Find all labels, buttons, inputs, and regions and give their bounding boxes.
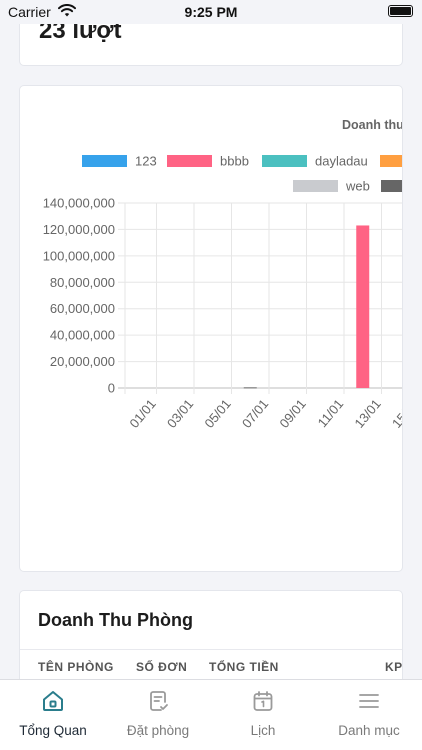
legend-swatch [262, 155, 307, 167]
column-kp: KP [385, 660, 403, 674]
y-tick-label: 0 [108, 381, 115, 396]
legend-swatch [380, 155, 402, 167]
room-table-header: TÊN PHÒNG SỐ ĐƠN TỔNG TIỀN KP [20, 649, 403, 689]
booking-icon [150, 691, 168, 711]
chart-bar [243, 387, 257, 389]
home-icon [43, 691, 63, 711]
x-tick-label: 11/01 [315, 396, 347, 430]
y-tick-label: 40,000,000 [50, 328, 115, 343]
x-tick-label: 07/01 [239, 396, 271, 431]
legend-swatch [82, 155, 127, 167]
tab-overview-label: Tổng Quan [19, 723, 87, 738]
y-tick-label: 120,000,000 [43, 222, 115, 237]
calendar-icon [253, 691, 273, 711]
tab-categories[interactable]: Danh mục [316, 680, 422, 740]
y-tick-label: 80,000,000 [50, 275, 115, 290]
column-total: TỔNG TIỀN [209, 660, 279, 674]
tab-overview[interactable]: Tổng Quan [0, 680, 106, 740]
tab-booking[interactable]: Đặt phòng [105, 680, 211, 740]
tab-calendar[interactable]: Lịch [210, 680, 316, 740]
y-tick-label: 20,000,000 [50, 354, 115, 369]
menu-icon [359, 694, 379, 708]
x-tick-label: 03/01 [164, 396, 196, 431]
legend-label: 123 [135, 154, 157, 169]
status-bar: Carrier 9:25 PM [0, 0, 422, 24]
revenue-chart: Doanh thu 123 bbbb dayladau web 140,000,000 12… [43, 118, 403, 431]
tab-bar: Tổng Quan Đặt phòng Lịch Danh mục [0, 679, 422, 750]
column-room-name: TÊN PHÒNG [38, 660, 114, 674]
legend-swatch [167, 155, 212, 167]
room-revenue-title: Doanh Thu Phòng [38, 610, 193, 630]
y-tick-label: 60,000,000 [50, 301, 115, 316]
legend-swatch [381, 180, 402, 192]
y-tick-label: 100,000,000 [43, 248, 115, 263]
column-order-count: SỐ ĐƠN [136, 660, 188, 674]
legend-swatch [293, 180, 338, 192]
chart-title: Doanh thu [342, 118, 403, 132]
clock: 9:25 PM [184, 4, 238, 20]
legend-label: web [345, 179, 370, 194]
tab-booking-label: Đặt phòng [126, 723, 190, 738]
legend-label: dayladau [315, 154, 368, 169]
wifi-icon [58, 4, 76, 17]
x-tick-label: 15/01 [389, 396, 403, 431]
carrier-label: Carrier [8, 4, 51, 20]
legend-label: bbbb [220, 154, 249, 169]
tab-calendar-label: Lịch [250, 723, 276, 738]
chart-bar [356, 225, 370, 388]
x-tick-label: 01/01 [126, 396, 158, 431]
tab-categories-label: Danh mục [338, 723, 400, 738]
x-tick-label: 13/01 [351, 396, 383, 431]
x-tick-label: 05/01 [201, 396, 233, 431]
revenue-chart-card: Doanh thu 123 bbbb dayladau web 140,000,000 12… [19, 85, 403, 572]
battery-icon [388, 5, 413, 17]
x-tick-label: 09/01 [276, 396, 308, 431]
y-tick-label: 140,000,000 [43, 196, 115, 211]
